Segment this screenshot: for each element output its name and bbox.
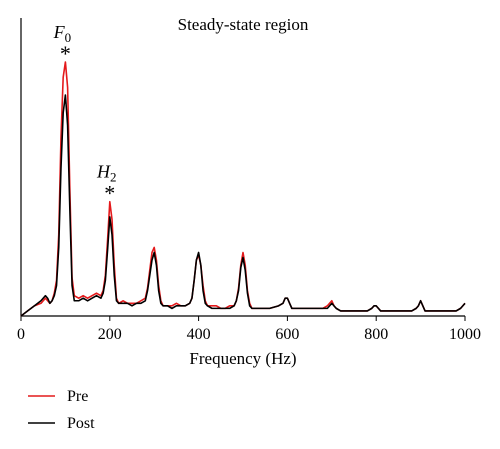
peak-label: H2	[96, 162, 117, 185]
peak-annotations: *F0*H2	[53, 22, 117, 206]
x-tick-label: 0	[17, 326, 25, 343]
series-line-post	[20, 94, 466, 317]
x-ticks: 0 200 400 600 800 1000	[17, 316, 481, 343]
x-axis-title: Frequency (Hz)	[189, 349, 296, 368]
peak-label-base: H	[96, 162, 111, 182]
peak-marker-star: *	[104, 181, 115, 206]
chart-title: Steady-state region	[178, 15, 309, 34]
x-tick-label: 400	[187, 326, 211, 343]
peak-label-base: F	[53, 22, 66, 42]
x-tick-label: 600	[275, 326, 299, 343]
legend-label-pre: Pre	[67, 388, 88, 405]
legend: Pre Post	[28, 388, 95, 432]
axes	[20, 18, 465, 317]
peak-label-subscript: 2	[110, 170, 117, 185]
peak-label-subscript: 0	[65, 30, 72, 45]
series-layer	[20, 61, 466, 317]
x-tick-label: 800	[364, 326, 388, 343]
x-tick-label: 200	[98, 326, 122, 343]
x-tick-label: 1000	[449, 326, 481, 343]
legend-label-post: Post	[67, 415, 95, 432]
peak-label: F0	[53, 22, 72, 45]
series-line-pre	[20, 61, 466, 317]
peak-marker-star: *	[60, 41, 71, 66]
